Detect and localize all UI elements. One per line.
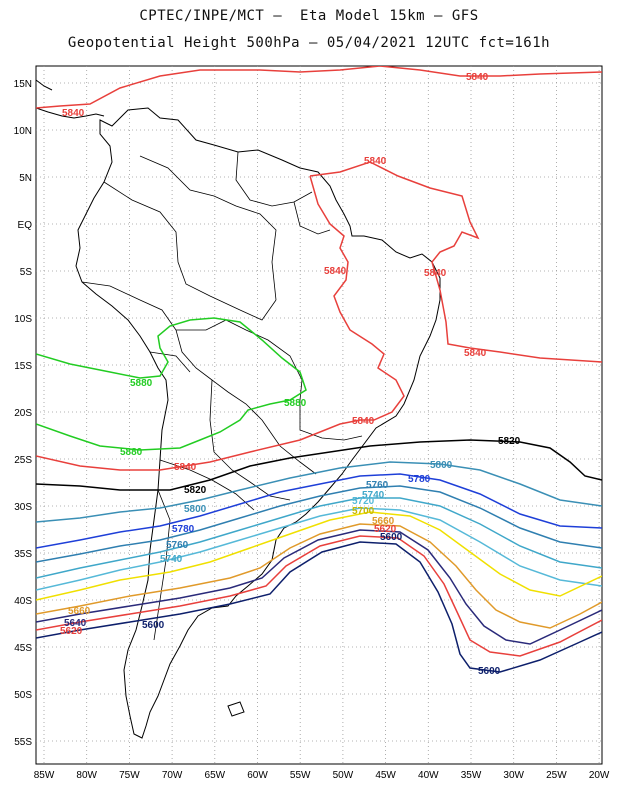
latitude-label: 50S xyxy=(14,690,32,701)
south-america-coastline xyxy=(75,107,441,739)
contour-5880 xyxy=(36,317,307,451)
label-5700: 5700 xyxy=(352,506,375,517)
longitude-label: 30W xyxy=(503,770,524,781)
contour-5840-brazil xyxy=(36,161,602,471)
contour-5640 xyxy=(36,529,602,645)
label-5780-west: 5780 xyxy=(172,524,195,535)
longitude-label: 70W xyxy=(162,770,183,781)
latitude-label: 45S xyxy=(14,643,32,654)
label-5600-south: 5600 xyxy=(478,666,501,677)
label-5820-west: 5820 xyxy=(184,485,207,496)
label-5800-east: 5800 xyxy=(430,460,453,471)
label-5640: 5640 xyxy=(64,618,87,629)
latitude-label: 20S xyxy=(14,408,32,419)
label-5620-west: 5620 xyxy=(60,626,83,637)
latitude-label: 40S xyxy=(14,596,32,607)
label-5600-west: 5600 xyxy=(142,620,165,631)
longitude-label: 40W xyxy=(418,770,439,781)
label-5600-east: 5600 xyxy=(380,532,403,543)
latitude-label: 15S xyxy=(14,361,32,372)
label-5780-east: 5780 xyxy=(408,474,431,485)
latitude-label: 55S xyxy=(14,737,32,748)
label-5720: 5720 xyxy=(352,496,375,507)
longitude-label: 20W xyxy=(589,770,610,781)
label-5840-amazon: 5840 xyxy=(364,156,387,167)
contour-5660 xyxy=(36,523,602,629)
label-5840-ne: 5840 xyxy=(466,72,489,83)
label-5660-east: 5660 xyxy=(372,516,395,527)
label-5840-nw: 5840 xyxy=(62,108,85,119)
longitude-label: 45W xyxy=(375,770,396,781)
contour-5740 xyxy=(36,497,602,579)
longitude-label: 80W xyxy=(76,770,97,781)
label-5840-nordeste: 5840 xyxy=(424,268,447,279)
label-5800-west: 5800 xyxy=(184,504,207,515)
latitude-label: EQ xyxy=(18,220,33,231)
contour-5780 xyxy=(36,473,602,549)
label-5740-east: 5740 xyxy=(362,490,385,501)
label-5760-west: 5760 xyxy=(166,540,189,551)
longitude-label: 85W xyxy=(34,770,55,781)
latitude-labels: 15N 10N 5N EQ 5S 10S 15S 20S 25S 30S 35S 40S 45S 50S 5… xyxy=(14,79,33,748)
longitude-label: 60W xyxy=(247,770,268,781)
latitude-label: 10N xyxy=(14,126,32,137)
longitude-label: 50W xyxy=(333,770,354,781)
contour-5800 xyxy=(36,461,602,523)
contour-5600 xyxy=(36,541,602,673)
label-5840-amazon-2: 5840 xyxy=(324,266,347,277)
label-5840-south: 5840 xyxy=(174,462,197,473)
label-5740-west: 5740 xyxy=(160,554,183,565)
title-line-2: Geopotential Height 500hPa – 05/04/2021 … xyxy=(67,35,551,51)
falklands xyxy=(227,701,245,717)
latitude-label: 5S xyxy=(20,267,33,278)
longitude-labels: 85W 80W 75W 70W 65W 60W 55W 50W 45W 40W 35W 30W 25W 2… xyxy=(34,770,610,781)
central-america-coast xyxy=(36,107,105,119)
label-5880-west: 5880 xyxy=(130,378,153,389)
label-5820-east: 5820 xyxy=(498,436,521,447)
label-5880-south: 5880 xyxy=(120,447,143,458)
contour-5840-north xyxy=(36,66,602,109)
latitude-label: 15N xyxy=(14,79,32,90)
latitude-label: 30S xyxy=(14,502,32,513)
latitude-label: 35S xyxy=(14,549,32,560)
label-5660-west: 5660 xyxy=(68,606,91,617)
latitude-label: 5N xyxy=(19,173,32,184)
label-5620-east: 5620 xyxy=(374,524,397,535)
longitude-label: 65W xyxy=(205,770,226,781)
longitude-label: 35W xyxy=(461,770,482,781)
longitude-label: 75W xyxy=(119,770,140,781)
label-5840-atlantic: 5840 xyxy=(464,348,487,359)
longitude-label: 55W xyxy=(290,770,311,781)
title-line-1: CPTEC/INPE/MCT – Eta Model 15km – GFS xyxy=(139,8,479,24)
map-frame xyxy=(35,65,603,765)
contour-5620 xyxy=(36,535,602,657)
longitude-label: 25W xyxy=(546,770,567,781)
label-5760-east: 5760 xyxy=(366,480,389,491)
contour-5700 xyxy=(36,511,602,601)
contour-5760 xyxy=(36,485,602,563)
caribbean-coast xyxy=(36,79,53,91)
label-5840-southeast: 5840 xyxy=(352,416,375,427)
latitude-label: 25S xyxy=(14,455,32,466)
contour-5820 xyxy=(36,439,602,491)
latitude-label: 10S xyxy=(14,314,32,325)
label-5880-east: 5880 xyxy=(284,398,307,409)
contour-5720 xyxy=(36,507,602,591)
